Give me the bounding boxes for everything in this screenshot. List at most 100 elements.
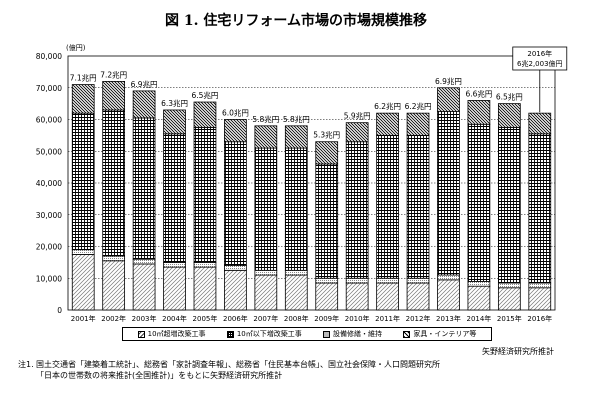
bar-furniture [284,125,308,149]
total-label: 6.2兆円 [405,101,432,111]
bar-furniture [315,141,339,165]
bar-small-renovation [345,277,369,284]
bar-equipment-repair [376,134,399,279]
total-label: 6.9兆円 [435,76,462,86]
bars [71,81,552,311]
bar-equipment-repair [163,133,186,263]
y-tick-label: 80,000 [36,52,62,61]
legend-item: 10㎡超増改築工事 [137,329,206,339]
bar-equipment-repair [345,141,369,279]
legend-item: 家具・インテリア等 [403,329,476,339]
bar-furniture [254,125,278,149]
chart-title: 図 1. 住宅リフォーム市場の市場規模推移 [165,13,427,29]
total-label: 5.3兆円 [313,130,340,140]
bar-furniture [497,103,521,128]
bar-small-renovation [406,277,430,284]
bar-equipment-repair [193,127,217,263]
legend-item: 設備修繕・維持 [323,329,382,339]
legend-label: 10㎡超増改築工事 [147,330,206,338]
bar-furniture [437,87,460,112]
x-tick-label: 2015年 [497,314,522,323]
bar-large-renovation [437,279,460,311]
bar-furniture [224,119,247,143]
bar-furniture [71,84,95,114]
x-tick-label: 2010年 [345,314,370,323]
legend-swatch-furniture [403,330,411,338]
bar-large-renovation [102,260,126,311]
bar-large-renovation [467,285,491,311]
footnote-line: 「日本の世帯数の将来推計(全国推計)」をもとに矢野経済研究所推計 [36,371,283,380]
bar-small-renovation [132,258,156,265]
bar-large-renovation [376,282,399,311]
total-label: 7.1兆円 [70,73,97,83]
bar-large-renovation [163,266,186,311]
x-tick-label: 2006年 [223,314,248,323]
bar-large-renovation [497,287,521,311]
x-tick-label: 2007年 [253,314,278,323]
bar-small-renovation [497,282,521,289]
bar-large-renovation [132,263,156,311]
total-label: 5.9兆円 [344,111,371,121]
total-label: 6.5兆円 [192,90,219,100]
bar-furniture [528,112,552,135]
bar-small-renovation [284,269,308,276]
callout-line: 6兆2,003億円 [517,59,563,68]
bar-equipment-repair [315,163,339,279]
y-tick-label: 60,000 [36,116,62,125]
x-tick-label: 2008年 [284,314,309,323]
y-tick-label: 10,000 [36,274,62,283]
total-label: 6.2兆円 [374,101,401,111]
x-tick-label: 2002年 [101,314,126,323]
callout-line: 2016年 [527,49,552,58]
bar-small-renovation [163,261,186,268]
bar-equipment-repair [132,117,156,260]
bar-small-renovation [467,281,491,287]
bar-large-renovation [345,282,369,311]
total-label: 6.3兆円 [161,98,188,108]
y-axis-label: (億円) [66,43,86,52]
bar-furniture [163,109,186,135]
x-tick-label: 2014年 [466,314,491,323]
total-label: 5.8兆円 [252,114,279,124]
legend: 10㎡超増改築工事 10㎡以下増改築工事 設備修繕・維持 家具・インテリア等 [122,327,492,341]
source-credit: 矢野経済研究所推計 [482,347,554,356]
bar-large-renovation [254,274,278,311]
bar-furniture [345,122,369,143]
total-label: 6.9兆円 [131,79,158,89]
y-tick-label: 70,000 [36,84,62,93]
bar-equipment-repair [528,133,552,284]
legend-swatch-equipment-repair [323,330,331,338]
bar-equipment-repair [497,127,521,284]
total-label: 7.2兆円 [100,69,127,79]
bar-equipment-repair [284,147,308,271]
bar-small-renovation [254,269,278,276]
bar-large-renovation [284,274,308,311]
y-axis: 0 10,000 20,000 30,000 40,000 50,000 60,000 70,… [36,43,552,323]
y-tick-label: 30,000 [36,211,62,220]
legend-label: 家具・インテリア等 [413,330,477,338]
x-tick-label: 2001年 [71,314,96,323]
bar-furniture [132,90,156,119]
legend-swatch-small-renovation [226,330,234,338]
x-tick-label: 2011年 [375,314,400,323]
bar-small-renovation [193,261,217,268]
bar-furniture [193,101,217,128]
bar-small-renovation [528,282,552,289]
bar-equipment-repair [71,112,95,251]
bar-equipment-repair [467,123,491,282]
bar-small-renovation [102,255,126,262]
bar-furniture [406,112,430,136]
bar-equipment-repair [102,109,126,257]
bar-small-renovation [224,265,247,271]
x-tick-label: 2004年 [162,314,187,323]
y-tick-label: 0 [57,306,62,315]
legend-label: 設備修繕・維持 [333,330,383,338]
footnote: 注1. 国土交通省「建築着工統計」、総務省「家計調査年報」、総務省「住民基本台帳… [18,359,581,381]
bar-furniture [467,100,491,125]
bar-small-renovation [376,277,399,284]
total-label: 6.5兆円 [496,92,523,102]
footnote-line: 国土交通省「建築着工統計」、総務省「家計調査年報」、総務省「住民基本台帳」、国立… [36,360,440,369]
x-tick-label: 2009年 [314,314,339,323]
